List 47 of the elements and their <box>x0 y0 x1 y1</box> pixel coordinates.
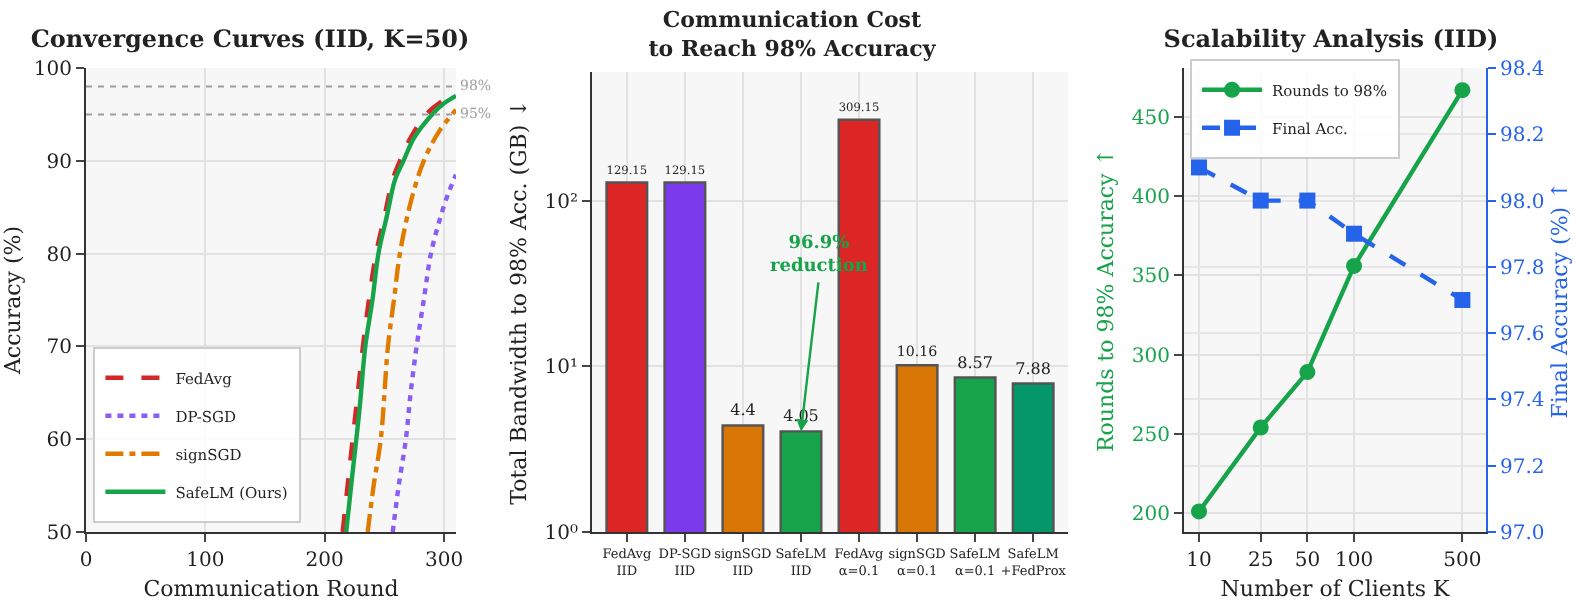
x-tick-label: 50 <box>1294 550 1321 572</box>
line-series <box>365 107 456 532</box>
x-tick-label: 300 <box>424 550 464 572</box>
chart-title: Convergence Curves (IID, K=50) <box>30 24 470 53</box>
y-tick-label: 50 <box>46 523 72 545</box>
x-tick-label: 100 <box>186 550 225 572</box>
x-tick-label: 100 <box>1334 550 1374 572</box>
data-label: 10.16 <box>896 341 939 360</box>
data-label: 7.88 <box>1015 359 1051 378</box>
data-label: 8.57 <box>957 353 993 372</box>
x-tick-label: 200 <box>305 550 344 572</box>
y2-tick-label: 97.2 <box>1500 456 1545 479</box>
y-tick-label: 400 <box>1131 187 1170 210</box>
data-label: 4.4 <box>730 401 756 420</box>
y-tick-label: 300 <box>1131 345 1170 368</box>
x-axis-title: Number of Clients K <box>1220 576 1452 602</box>
y-axis-title: Accuracy (%) <box>0 225 26 377</box>
chart-title: Scalability Analysis (IID) <box>1163 24 1499 53</box>
y-tick-label: 100 <box>33 59 72 81</box>
x-axis-title: Communication Round <box>143 576 399 602</box>
y2-tick-label: 97.8 <box>1500 257 1545 280</box>
y-tick-label: 10² <box>544 191 578 214</box>
y-axis-title: Rounds to 98% Accuracy ↑ <box>1093 148 1120 452</box>
y-tick-label: 10¹ <box>544 357 578 380</box>
x-tick-label: 10 <box>1186 550 1212 572</box>
line-series <box>390 172 456 532</box>
y-tick-label: 350 <box>1131 266 1170 289</box>
y2-tick-label: 98.4 <box>1500 59 1545 81</box>
y-tick-label: 90 <box>46 151 72 174</box>
y2-tick-label: 98.0 <box>1500 191 1545 214</box>
y-axis-title: Total Bandwidth to 98% Acc. (GB) ↓ <box>505 99 532 505</box>
y2-tick-label: 97.6 <box>1500 324 1545 347</box>
y2-tick-label: 98.2 <box>1500 125 1545 148</box>
chart-title: Communication Cost to Reach 98% Accuracy <box>648 7 937 62</box>
y2-tick-label: 97.4 <box>1500 390 1545 413</box>
y-tick-label: 10⁰ <box>544 523 578 545</box>
y-tick-label: 80 <box>46 244 72 267</box>
x-tick-label: 500 <box>1443 550 1482 572</box>
x-tick-label: 25 <box>1247 550 1274 572</box>
y-tick-label: 450 <box>1131 108 1170 131</box>
y2-axis-title: Final Accuracy (%) ↑ <box>1546 181 1573 419</box>
y-tick-label: 70 <box>46 337 72 360</box>
x-tick-label: 0 <box>79 550 93 572</box>
y2-tick-label: 97.0 <box>1500 523 1545 545</box>
y-tick-label: 60 <box>46 430 72 453</box>
y-tick-label: 200 <box>1131 504 1170 526</box>
y-tick-label: 250 <box>1131 424 1170 447</box>
